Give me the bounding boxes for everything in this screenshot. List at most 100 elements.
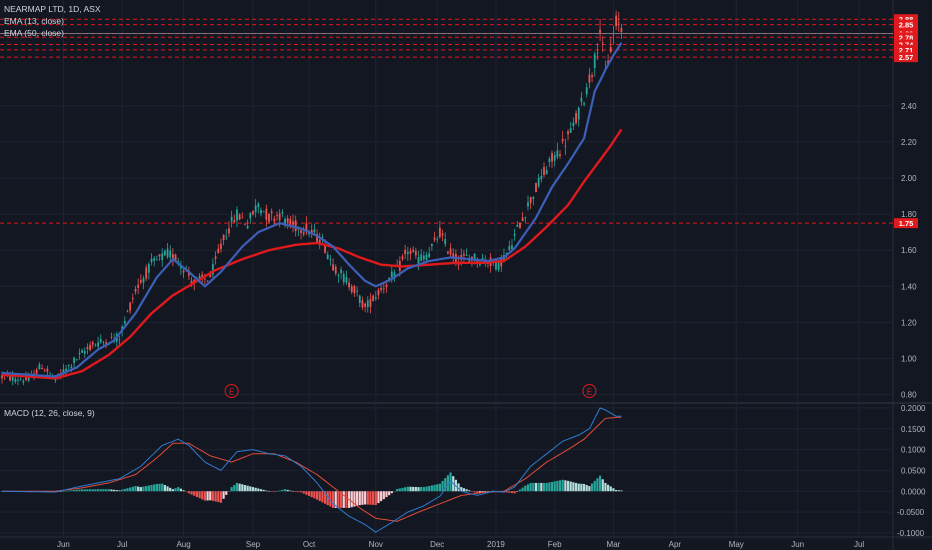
macd-histogram-bar <box>166 486 169 492</box>
candle-body <box>212 264 214 275</box>
macd-histogram-bar <box>486 491 490 492</box>
candle-body <box>332 264 334 271</box>
candle-body <box>377 289 380 296</box>
candle-body <box>569 128 572 133</box>
candle-body <box>337 275 340 277</box>
macd-histogram-bar <box>302 491 305 494</box>
macd-histogram-bar <box>163 485 166 492</box>
macd-histogram-bar <box>105 489 108 492</box>
macd-histogram-bar <box>361 491 364 505</box>
macd-histogram-bar <box>566 480 570 492</box>
candle-body <box>580 97 583 102</box>
price-level-tag <box>894 19 918 30</box>
candle-body <box>545 169 548 175</box>
candle-body <box>521 217 524 222</box>
candle-body <box>548 158 551 163</box>
macd-histogram-bar <box>374 491 377 505</box>
macd-histogram-bar <box>131 486 134 492</box>
candle-body <box>201 274 204 278</box>
macd-histogram-bar <box>233 485 236 492</box>
candle-body <box>487 263 489 265</box>
candle-body <box>417 257 420 264</box>
candle-body <box>25 375 27 381</box>
candle-body <box>257 203 260 208</box>
y-tick-label: 1.00 <box>901 354 917 363</box>
candle-body <box>441 233 444 236</box>
earnings-marker-label: E <box>229 388 234 397</box>
macd-histogram-bar <box>436 484 439 492</box>
price-level-tag <box>894 218 918 229</box>
macd-histogram-bar <box>470 491 474 492</box>
candle-body <box>476 259 479 263</box>
macd-histogram-bar <box>275 491 279 492</box>
candle-body <box>481 257 484 260</box>
candle-body <box>273 218 276 222</box>
macd-histogram-bar <box>508 491 511 493</box>
macd-histogram-bar <box>385 491 388 498</box>
macd-histogram-bar <box>241 484 244 492</box>
candle-body <box>412 249 415 252</box>
candle-body <box>206 280 209 282</box>
macd-histogram-bar <box>588 486 591 492</box>
candle-body <box>444 238 447 245</box>
x-tick-label: Feb <box>548 540 562 549</box>
macd-histogram-bar <box>446 475 449 492</box>
macd-histogram-bar <box>249 486 252 492</box>
candle-body <box>145 267 148 279</box>
macd-histogram-bar <box>369 491 372 505</box>
macd-tick-label: 0.1000 <box>901 446 926 455</box>
macd-histogram-bar <box>420 487 423 492</box>
candle-body <box>118 339 121 341</box>
macd-histogram-bar <box>139 487 142 492</box>
x-tick-label: Mar <box>607 540 621 549</box>
ema13-line <box>1 42 623 378</box>
y-tick-label: 2.40 <box>901 102 917 111</box>
macd-histogram-bar <box>89 489 92 492</box>
macd-histogram-bar <box>64 490 68 492</box>
macd-histogram-bar <box>353 491 356 507</box>
candle-body <box>281 211 284 214</box>
candle-body <box>577 107 580 120</box>
macd-histogram-bar <box>345 491 348 508</box>
candle-body <box>62 369 65 375</box>
candle-body <box>78 352 81 355</box>
candle-body <box>401 256 404 260</box>
candle-body <box>497 260 500 270</box>
macd-histogram-bar <box>329 491 332 507</box>
candle-body <box>276 215 278 216</box>
candle-body <box>329 259 332 261</box>
candle-body <box>601 42 604 44</box>
macd-histogram-bar <box>147 485 150 492</box>
macd-histogram-bar <box>339 491 343 508</box>
macd-histogram-bar <box>310 491 313 498</box>
candle-body <box>46 368 49 372</box>
candle-body <box>505 252 508 255</box>
candle-body <box>463 253 465 256</box>
candle-body <box>369 298 372 307</box>
candle-body <box>147 264 150 273</box>
candle-body <box>278 213 281 221</box>
candle-body <box>238 214 241 220</box>
macd-histogram-bar <box>609 486 612 492</box>
macd-histogram-bar <box>217 491 220 503</box>
macd-histogram-bar <box>505 491 508 493</box>
candle-body <box>81 350 83 353</box>
candle-body <box>572 122 575 127</box>
macd-histogram-bar <box>211 491 215 501</box>
macd-histogram-bar <box>404 487 407 492</box>
candle-body <box>65 368 67 373</box>
earnings-marker-label: E <box>587 388 592 397</box>
macd-histogram-bar <box>198 491 201 499</box>
candle-body <box>230 216 233 222</box>
candle-body <box>406 252 409 254</box>
macd-histogram-bar <box>534 482 538 492</box>
macd-histogram-bar <box>377 491 380 504</box>
macd-histogram-bar <box>393 491 396 492</box>
candle-body <box>385 284 388 288</box>
macd-histogram-bar <box>425 486 428 492</box>
macd-histogram-bar <box>457 483 460 492</box>
macd-histogram-bar <box>209 491 212 501</box>
macd-histogram-bar <box>532 482 535 492</box>
macd-histogram-bar <box>153 484 156 492</box>
